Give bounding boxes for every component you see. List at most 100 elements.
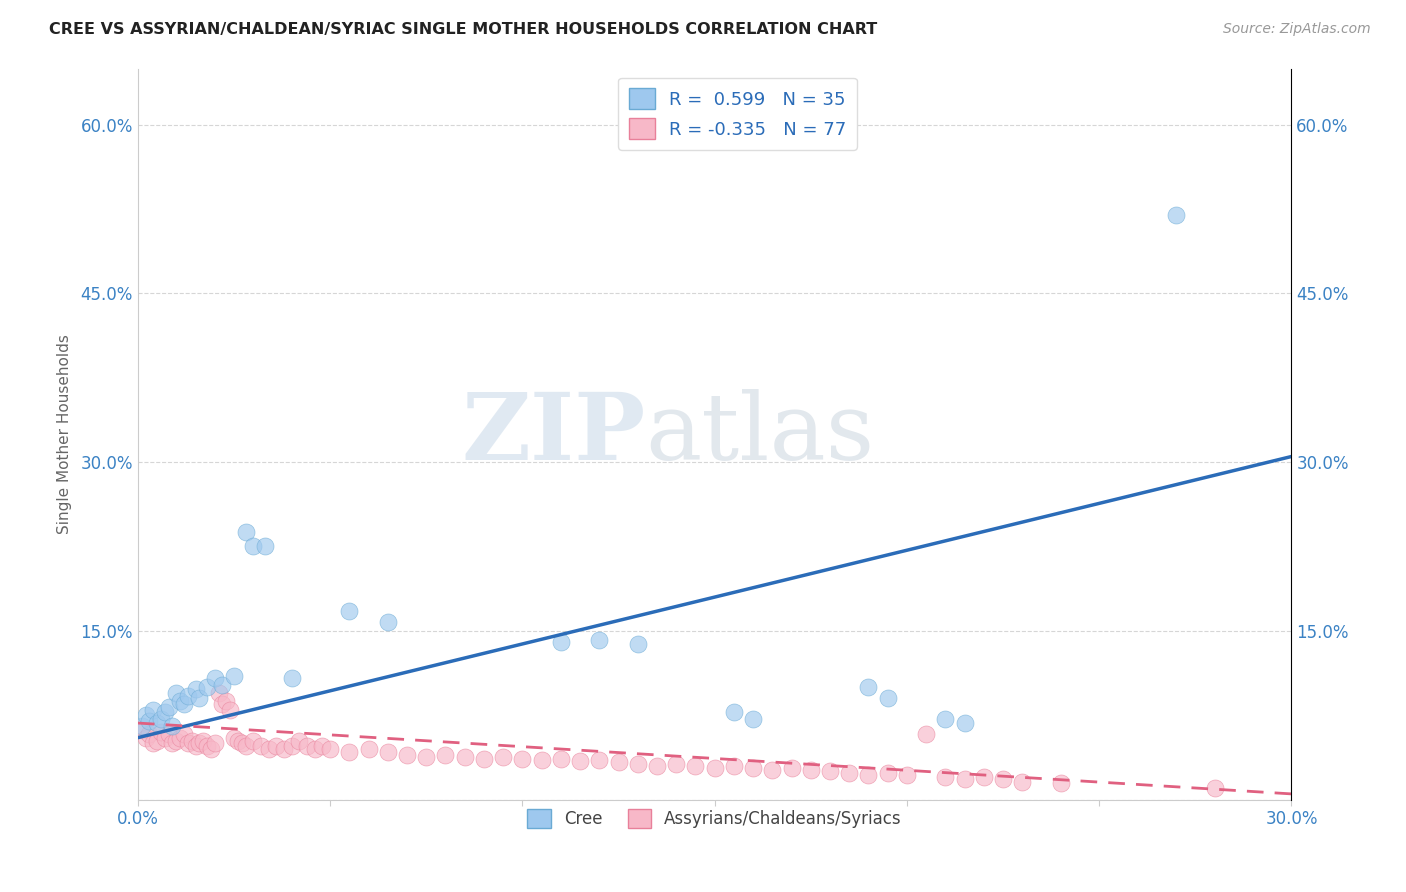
- Point: [896, 768, 918, 782]
- Point: [222, 669, 245, 683]
- Point: [492, 749, 515, 764]
- Y-axis label: Single Mother Households: Single Mother Households: [58, 334, 72, 534]
- Point: [377, 615, 399, 629]
- Point: [169, 693, 191, 707]
- Point: [876, 691, 898, 706]
- Point: [645, 759, 668, 773]
- Point: [934, 770, 956, 784]
- Point: [235, 739, 257, 753]
- Point: [157, 727, 180, 741]
- Point: [242, 540, 264, 554]
- Point: [180, 734, 202, 748]
- Point: [876, 765, 898, 780]
- Point: [135, 708, 157, 723]
- Point: [1011, 774, 1033, 789]
- Point: [311, 739, 333, 753]
- Point: [149, 725, 172, 739]
- Point: [607, 756, 630, 770]
- Point: [219, 702, 242, 716]
- Point: [273, 742, 295, 756]
- Point: [195, 739, 218, 753]
- Point: [742, 712, 765, 726]
- Point: [250, 739, 273, 753]
- Point: [142, 736, 165, 750]
- Point: [550, 635, 572, 649]
- Point: [153, 705, 176, 719]
- Point: [780, 761, 803, 775]
- Point: [569, 754, 592, 768]
- Point: [242, 734, 264, 748]
- Point: [472, 752, 495, 766]
- Point: [142, 702, 165, 716]
- Point: [204, 736, 226, 750]
- Point: [188, 691, 211, 706]
- Point: [138, 714, 160, 728]
- Point: [280, 739, 302, 753]
- Point: [973, 770, 995, 784]
- Point: [1204, 781, 1226, 796]
- Point: [173, 697, 195, 711]
- Point: [200, 742, 222, 756]
- Point: [211, 697, 233, 711]
- Point: [991, 772, 1014, 787]
- Point: [454, 749, 477, 764]
- Point: [184, 739, 207, 753]
- Point: [193, 734, 215, 748]
- Text: atlas: atlas: [645, 389, 875, 479]
- Point: [512, 752, 534, 766]
- Point: [1164, 208, 1187, 222]
- Point: [135, 731, 157, 745]
- Point: [304, 742, 326, 756]
- Point: [177, 736, 200, 750]
- Point: [280, 671, 302, 685]
- Point: [858, 680, 880, 694]
- Point: [685, 759, 707, 773]
- Point: [858, 768, 880, 782]
- Point: [226, 734, 249, 748]
- Point: [761, 764, 783, 778]
- Point: [337, 604, 360, 618]
- Point: [211, 678, 233, 692]
- Point: [222, 731, 245, 745]
- Point: [162, 719, 184, 733]
- Point: [1049, 775, 1071, 789]
- Point: [588, 632, 610, 647]
- Text: CREE VS ASSYRIAN/CHALDEAN/SYRIAC SINGLE MOTHER HOUSEHOLDS CORRELATION CHART: CREE VS ASSYRIAN/CHALDEAN/SYRIAC SINGLE …: [49, 22, 877, 37]
- Point: [253, 540, 276, 554]
- Point: [319, 742, 342, 756]
- Point: [723, 759, 745, 773]
- Point: [177, 689, 200, 703]
- Point: [915, 727, 938, 741]
- Point: [266, 739, 288, 753]
- Point: [235, 524, 257, 539]
- Point: [204, 671, 226, 685]
- Point: [146, 734, 169, 748]
- Point: [434, 747, 457, 762]
- Point: [149, 712, 172, 726]
- Point: [838, 765, 860, 780]
- Point: [295, 739, 318, 753]
- Point: [588, 753, 610, 767]
- Text: ZIP: ZIP: [461, 389, 645, 479]
- Text: Source: ZipAtlas.com: Source: ZipAtlas.com: [1223, 22, 1371, 37]
- Point: [337, 745, 360, 759]
- Point: [231, 736, 253, 750]
- Point: [934, 712, 956, 726]
- Point: [377, 745, 399, 759]
- Point: [818, 764, 841, 779]
- Point: [195, 680, 218, 694]
- Point: [627, 756, 650, 771]
- Point: [162, 736, 184, 750]
- Point: [396, 747, 419, 762]
- Legend: Cree, Assyrians/Chaldeans/Syriacs: Cree, Assyrians/Chaldeans/Syriacs: [520, 803, 908, 835]
- Point: [188, 736, 211, 750]
- Point: [742, 761, 765, 775]
- Point: [550, 752, 572, 766]
- Point: [131, 723, 153, 737]
- Point: [357, 742, 380, 756]
- Point: [800, 764, 823, 778]
- Point: [138, 727, 160, 741]
- Point: [207, 686, 229, 700]
- Point: [953, 716, 976, 731]
- Point: [257, 742, 280, 756]
